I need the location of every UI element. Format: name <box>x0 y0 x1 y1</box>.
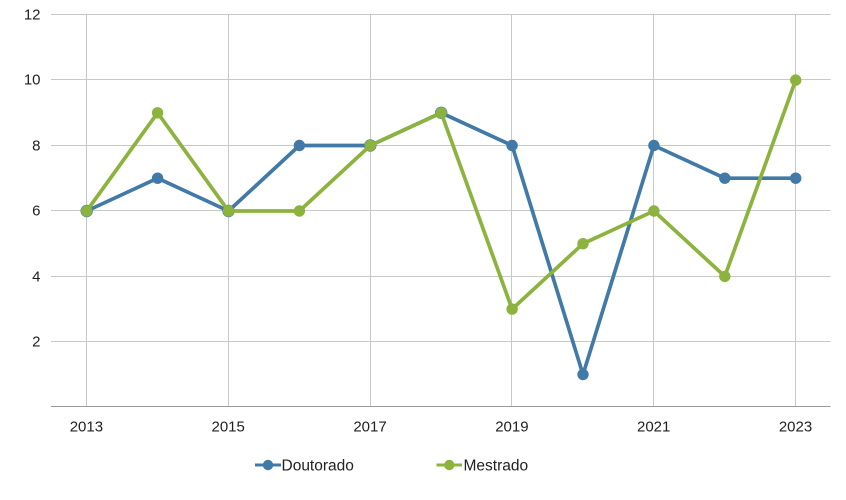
svg-text:8: 8 <box>32 138 40 155</box>
svg-text:Doutorado: Doutorado <box>282 457 354 474</box>
svg-text:10: 10 <box>24 72 41 89</box>
svg-text:Mestrado: Mestrado <box>464 457 529 474</box>
svg-text:2023: 2023 <box>779 418 812 435</box>
svg-text:4: 4 <box>32 269 40 286</box>
svg-text:2019: 2019 <box>495 418 528 435</box>
svg-text:2: 2 <box>32 334 40 351</box>
svg-text:12: 12 <box>24 7 41 24</box>
svg-text:2015: 2015 <box>212 418 245 435</box>
svg-text:2013: 2013 <box>70 418 103 435</box>
svg-text:2017: 2017 <box>353 418 386 435</box>
svg-text:6: 6 <box>32 203 40 220</box>
svg-text:2021: 2021 <box>637 418 670 435</box>
